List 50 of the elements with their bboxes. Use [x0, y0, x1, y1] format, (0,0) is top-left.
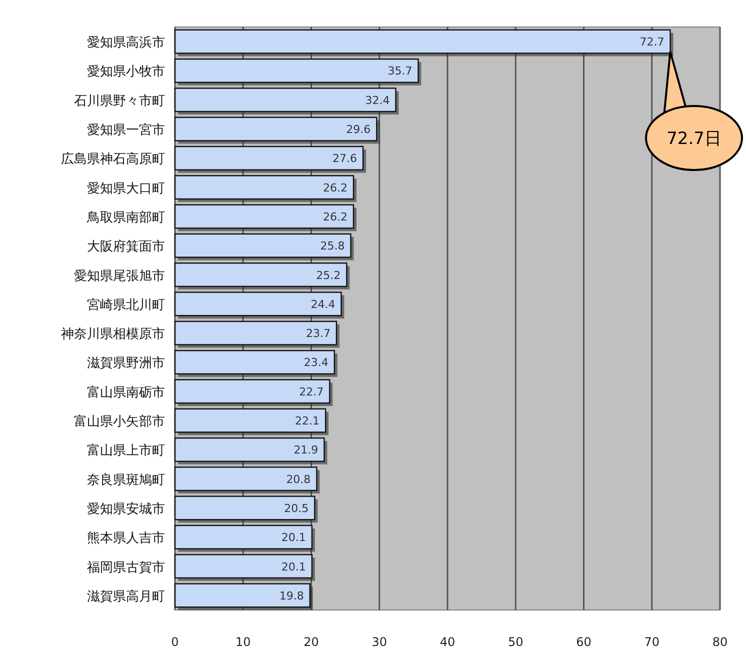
- annotation: 72.7日: [666, 129, 722, 149]
- y-tick-label: 富山県上市町: [87, 442, 165, 459]
- data-label: 20.8: [286, 472, 311, 486]
- x-tick-label: 60: [576, 635, 592, 649]
- x-tick-label: 20: [304, 635, 319, 649]
- y-tick-label: 広島県神石高原町: [61, 151, 165, 168]
- data-label: 32.4: [365, 94, 390, 107]
- y-tick-label: 神奈川県相模原市: [61, 327, 165, 342]
- y-tick-label: 福岡県古賀市: [87, 560, 165, 576]
- y-tick-label: 鳥取県南部町: [86, 210, 165, 226]
- x-tick-label: 30: [372, 635, 388, 649]
- y-tick-label: 大阪府箕面市: [87, 238, 165, 255]
- y-tick-label: 滋賀県高月町: [87, 588, 165, 604]
- data-label: 29.6: [346, 123, 371, 136]
- y-tick-label: 熊本県人吉市: [87, 531, 165, 546]
- y-tick-label: 石川県野々市町: [74, 94, 165, 109]
- data-label: 27.6: [332, 152, 358, 166]
- x-tick-label: 70: [644, 635, 660, 649]
- y-tick-label: 宮崎県北川町: [87, 296, 165, 313]
- y-tick-label: 愛知県尾張旭市: [74, 268, 165, 284]
- x-tick-label: 10: [235, 635, 251, 649]
- data-label: 26.2: [322, 181, 348, 194]
- data-label: 20.1: [281, 531, 306, 544]
- data-label: 19.8: [279, 589, 304, 602]
- y-tick-label: 愛知県小牧市: [87, 64, 165, 80]
- data-label: 23.4: [304, 356, 328, 370]
- data-label: 20.5: [284, 502, 309, 515]
- data-label: 35.7: [388, 64, 412, 78]
- data-label: 22.7: [299, 385, 324, 398]
- y-tick-label: 愛知県大口町: [87, 181, 165, 196]
- x-tick-label: 50: [508, 635, 524, 649]
- y-tick-label: 滋賀県野洲市: [87, 356, 165, 372]
- y-tick-label: 奈良県斑鳩町: [87, 472, 165, 488]
- data-label: 26.2: [322, 210, 348, 224]
- data-label: 24.4: [310, 298, 336, 311]
- y-tick-label: 富山県南砺市: [87, 384, 165, 400]
- data-label: 25.8: [320, 240, 345, 253]
- data-label: 20.1: [281, 560, 306, 574]
- data-label: 21.9: [294, 444, 318, 457]
- y-tick-label: 富山県小矢部市: [74, 414, 165, 430]
- y-tick-label: 愛知県安城市: [87, 500, 165, 517]
- y-tick-label: 愛知県一宮市: [87, 122, 165, 138]
- data-label: 23.7: [306, 327, 330, 340]
- x-tick-label: 40: [440, 635, 456, 649]
- y-tick-label: 愛知県高浜市: [87, 34, 165, 51]
- x-tick-label: 80: [712, 635, 728, 649]
- data-label: 72.7: [640, 36, 664, 49]
- x-tick-label: 0: [171, 635, 179, 649]
- data-label: 25.2: [316, 268, 341, 282]
- data-label: 22.1: [295, 414, 320, 428]
